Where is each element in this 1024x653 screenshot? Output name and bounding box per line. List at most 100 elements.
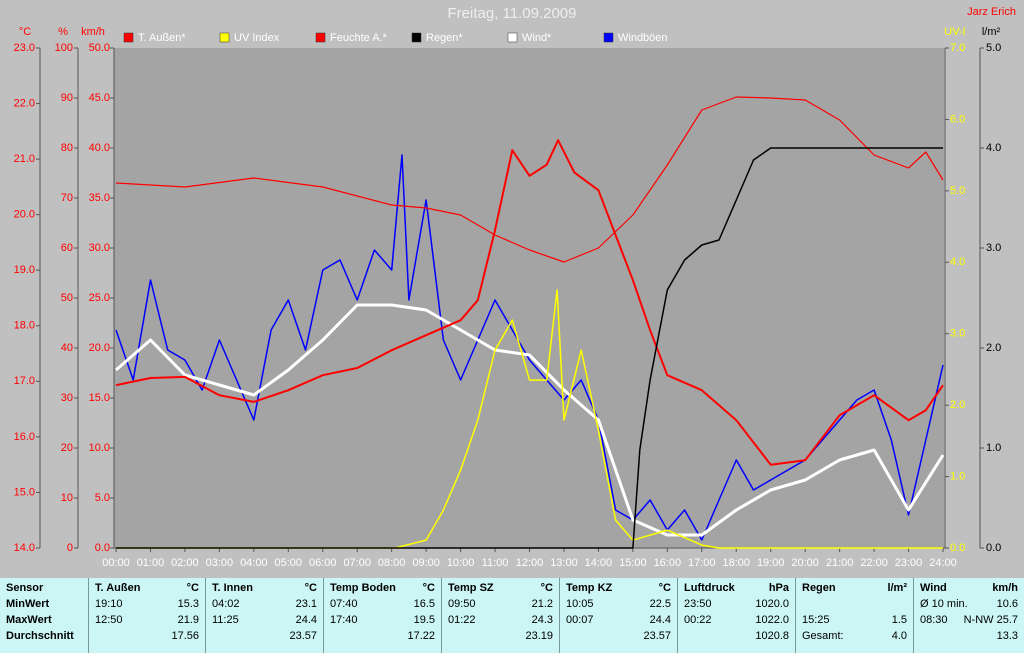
x-tick-label: 10:00 <box>447 557 475 569</box>
column-unit: °C <box>304 582 317 594</box>
y-tick-label: 18.0 <box>14 320 35 332</box>
legend-label: T. Außen* <box>138 32 186 44</box>
row-label: MinWert <box>6 598 50 610</box>
y-tick-label: 30 <box>61 392 73 404</box>
axis-unit: °C <box>19 26 31 38</box>
x-tick-label: 21:00 <box>826 557 854 569</box>
plot-area <box>114 48 944 548</box>
y-tick-label: 15.0 <box>14 486 35 498</box>
cell-time: 11:25 <box>212 614 239 626</box>
x-tick-label: 08:00 <box>378 557 406 569</box>
cell-time: 00:22 <box>684 614 712 626</box>
x-tick-label: 17:00 <box>688 557 716 569</box>
cell-time: 15:25 <box>802 614 830 626</box>
y-tick-label: 0.0 <box>95 542 110 554</box>
cell-time: Gesamt: <box>802 630 844 642</box>
x-tick-label: 11:00 <box>482 557 509 569</box>
y-tick-label: 40 <box>61 342 73 354</box>
y-tick-label: 14.0 <box>14 542 35 554</box>
column-unit: km/h <box>992 582 1018 594</box>
cell-value: 1020.8 <box>755 630 789 642</box>
cell-time: Ø 10 min. <box>920 598 968 610</box>
y-tick-label: 1.0 <box>950 470 965 482</box>
legend-label: Regen* <box>426 32 463 44</box>
legend-swatch <box>411 32 422 43</box>
y-tick-label: 0 <box>67 542 73 554</box>
y-tick-label: 15.0 <box>89 392 110 404</box>
y-tick-label: 100 <box>55 42 73 54</box>
x-tick-label: 16:00 <box>654 557 682 569</box>
cell-value: 21.2 <box>531 598 553 610</box>
column-unit: °C <box>540 582 553 594</box>
y-tick-label: 3.0 <box>986 242 1001 254</box>
y-tick-label: 70 <box>61 192 73 204</box>
y-tick-label: 16.0 <box>14 431 35 443</box>
column-separator <box>88 578 89 653</box>
cell-value: 10.6 <box>996 598 1018 610</box>
cell-value: 23.57 <box>289 630 317 642</box>
column-unit: °C <box>186 582 199 594</box>
cell-time: 17:40 <box>330 614 358 626</box>
x-tick-label: 15:00 <box>619 557 647 569</box>
legend-label: UV Index <box>234 32 280 44</box>
legend-label: Feuchte A.* <box>330 32 388 44</box>
y-tick-label: 1.0 <box>986 442 1001 454</box>
x-tick-label: 23:00 <box>895 557 923 569</box>
column-header: Temp Boden <box>330 582 396 594</box>
cell-value: 17.22 <box>407 630 435 642</box>
cell-value: 4.0 <box>891 630 907 642</box>
cell-value: 1022.0 <box>755 614 789 626</box>
cell-value: 1.5 <box>891 614 907 626</box>
y-tick-label: 90 <box>61 92 73 104</box>
cell-value: 19.5 <box>413 614 435 626</box>
legend-swatch <box>603 32 614 43</box>
y-tick-label: 40.0 <box>89 142 110 154</box>
column-header: Wind <box>920 582 947 594</box>
y-tick-label: 0.0 <box>986 542 1001 554</box>
cell-value: 23.1 <box>295 598 317 610</box>
y-tick-label: 35.0 <box>89 192 110 204</box>
x-tick-label: 07:00 <box>343 557 371 569</box>
cell-value: 24.4 <box>649 614 671 626</box>
cell-value: 24.4 <box>295 614 317 626</box>
column-separator <box>559 578 560 653</box>
cell-value: 16.5 <box>413 598 435 610</box>
cell-time: 09:50 <box>448 598 476 610</box>
series-line <box>115 96 944 263</box>
y-tick-label: 4.0 <box>986 142 1001 154</box>
y-tick-label: 45.0 <box>89 92 110 104</box>
y-tick-label: 30.0 <box>89 242 110 254</box>
y-tick-label: 5.0 <box>95 492 110 504</box>
y-tick-label: 0.0 <box>950 542 965 554</box>
column-separator <box>205 578 206 653</box>
y-tick-label: 10.0 <box>89 442 110 454</box>
cell-time: 04:02 <box>212 598 240 610</box>
x-tick-label: 19:00 <box>757 557 785 569</box>
series-line <box>115 139 944 466</box>
legend-swatch <box>315 32 326 43</box>
cell-value: 22.5 <box>649 598 671 610</box>
x-tick-label: 14:00 <box>585 557 613 569</box>
column-unit: °C <box>658 582 671 594</box>
column-separator <box>677 578 678 653</box>
axis-unit: UV-I <box>944 26 965 38</box>
y-tick-label: 5.0 <box>986 42 1001 54</box>
y-tick-label: 23.0 <box>14 42 35 54</box>
legend-swatch <box>219 32 230 43</box>
column-header: T. Außen <box>95 582 141 594</box>
y-tick-label: 4.0 <box>950 256 965 268</box>
axis-unit: % <box>58 26 68 38</box>
y-tick-label: 21.0 <box>14 153 35 165</box>
axis-unit: l/m² <box>982 26 1001 38</box>
cell-time: 23:50 <box>684 598 712 610</box>
y-tick-label: 3.0 <box>950 328 965 340</box>
x-tick-label: 12:00 <box>516 557 544 569</box>
cell-time: 10:05 <box>566 598 594 610</box>
chart-subtitle: Jarz Erich <box>967 6 1016 18</box>
column-separator <box>441 578 442 653</box>
cell-value: 13.3 <box>996 630 1018 642</box>
cell-time: 12:50 <box>95 614 123 626</box>
x-tick-label: 04:00 <box>240 557 268 569</box>
column-header: Temp KZ <box>566 582 613 594</box>
